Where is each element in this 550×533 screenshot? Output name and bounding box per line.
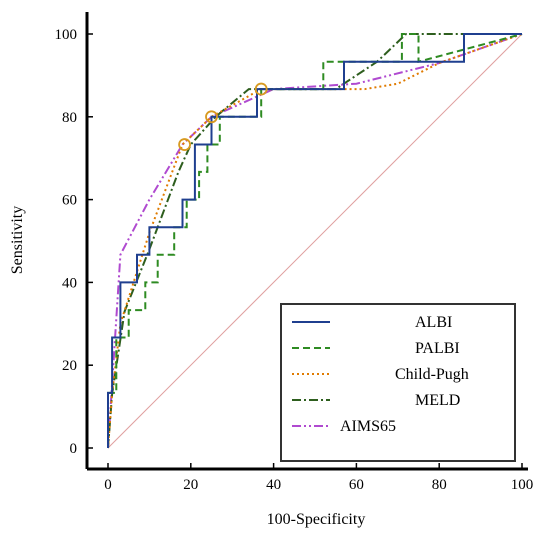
axes: [85, 12, 528, 471]
y-tick-label: 60: [62, 193, 77, 209]
optimal-cutoff-marker: [254, 82, 268, 96]
y-tick-label: 20: [62, 358, 77, 374]
x-tick-label: 0: [104, 477, 112, 493]
reference-diagonal-layer: [107, 33, 523, 449]
tick-labels: 0 20 40 60 80 100 0 20 40 60 80 100: [55, 27, 534, 493]
roc-series-layer: [107, 33, 523, 449]
x-axis-title: 100-Specificity: [267, 511, 366, 528]
y-axis-title: Sensitivity: [9, 206, 26, 274]
optimal-cutoff-marker: [205, 110, 218, 124]
x-tick-label: 60: [349, 477, 364, 493]
x-tick-label: 40: [266, 477, 281, 493]
legend: ALBI PALBI Child-Pugh MELD AIMS65: [280, 303, 516, 462]
y-tick-label: 100: [55, 27, 78, 43]
legend-box: [280, 303, 516, 462]
series-line-meld: [107, 33, 522, 449]
y-tick-label: 40: [62, 275, 77, 291]
x-tick-label: 100: [511, 477, 534, 493]
reference-diagonal-line: [107, 33, 523, 449]
optimal-cutoff-marker: [178, 138, 191, 151]
legend-label: ALBI: [415, 314, 452, 331]
x-tick-label: 80: [432, 477, 447, 493]
series-line-albi: [107, 33, 522, 448]
optimal-cutoff-markers: [178, 82, 268, 151]
series-line-child-pugh: [107, 33, 523, 449]
y-tick-label: 80: [62, 110, 77, 126]
legend-label: MELD: [415, 392, 460, 409]
legend-label: AIMS65: [340, 418, 396, 435]
x-tick-label: 20: [183, 477, 198, 493]
legend-label: PALBI: [415, 340, 460, 357]
legend-label: Child-Pugh: [395, 366, 469, 383]
y-tick-label: 0: [70, 441, 78, 457]
